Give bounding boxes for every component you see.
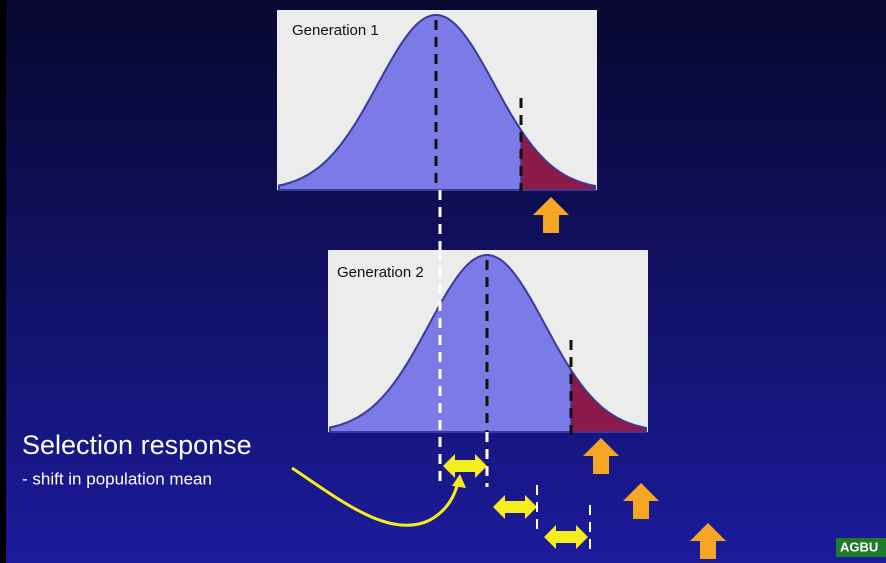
selected-tail bbox=[570, 367, 647, 433]
pointer-head bbox=[452, 474, 466, 488]
logo-box bbox=[836, 538, 886, 557]
panel-label: Generation 2 bbox=[337, 264, 424, 281]
caption-title: Selection response bbox=[22, 430, 252, 460]
edge bbox=[0, 0, 6, 563]
guides bbox=[434, 20, 591, 556]
panel-label: Generation 1 bbox=[292, 22, 379, 39]
pointer bbox=[291, 466, 460, 527]
caption-subtitle: - shift in population mean bbox=[22, 469, 212, 488]
logo: AGBU bbox=[840, 539, 878, 554]
selected-tail bbox=[520, 127, 596, 191]
